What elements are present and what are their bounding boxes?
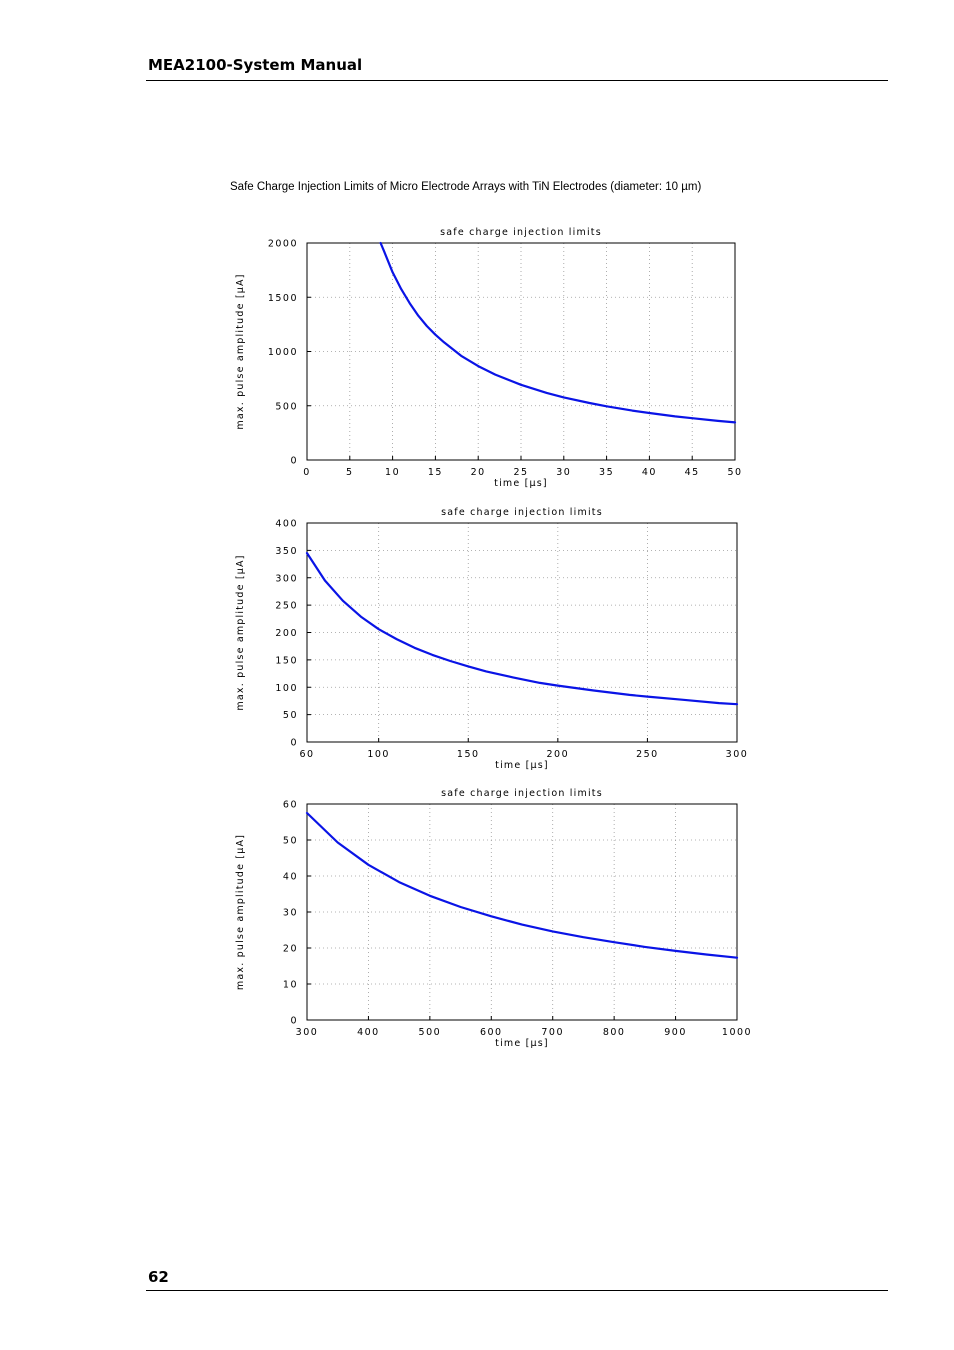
x-tick-label: 40	[642, 467, 657, 478]
x-tick-label: 0	[303, 467, 311, 478]
series-line-1	[305, 551, 739, 706]
y-tick-label: 0	[290, 456, 298, 467]
y-tick-label: 50	[283, 836, 298, 847]
y-tick-label: 10	[283, 980, 298, 991]
x-tick-label: 25	[513, 467, 528, 478]
y-tick-label: 250	[275, 601, 298, 612]
x-tick-label: 45	[685, 467, 700, 478]
y-tick-label: 150	[275, 655, 298, 666]
y-tick-label: 500	[275, 401, 298, 412]
y-tick-label: 100	[275, 683, 298, 694]
x-axis-label: time [µs]	[494, 478, 548, 489]
x-axis-label: time [µs]	[495, 760, 549, 771]
x-tick-label: 100	[367, 749, 390, 760]
y-tick-label: 50	[283, 710, 298, 721]
x-tick-label: 300	[726, 749, 749, 760]
x-tick-label: 5	[346, 467, 354, 478]
series-line-1	[305, 811, 739, 959]
chart-title: safe charge injection limits	[441, 507, 603, 518]
y-tick-label: 0	[290, 738, 298, 749]
x-tick-label: 10	[385, 467, 400, 478]
y-tick-label: 1500	[268, 293, 298, 304]
y-tick-label: 1000	[268, 347, 298, 358]
x-tick-label: 1000	[722, 1027, 752, 1038]
footer-rule	[146, 1290, 888, 1291]
x-tick-label: 600	[480, 1027, 503, 1038]
x-tick-label: 35	[599, 467, 614, 478]
chart-3: 300 400 500 600 700 800 900 1000 0 10 20 30 40 50 60 sa…	[235, 788, 752, 1049]
y-tick-label: 350	[275, 546, 298, 557]
series-line-1	[379, 241, 737, 424]
x-tick-label: 800	[603, 1027, 626, 1038]
x-tick-label: 15	[428, 467, 443, 478]
chart-2: 60 100 150 200 250 300 0 50 100 150 200 250 300 350 40…	[235, 507, 749, 771]
x-tick-label: 250	[636, 749, 659, 760]
x-axis-label: time [µs]	[495, 1038, 549, 1049]
y-axis-label: max. pulse amplitude [µA]	[235, 834, 246, 990]
x-tick-label: 150	[457, 749, 480, 760]
x-tick-label: 700	[541, 1027, 564, 1038]
y-tick-label: 300	[275, 573, 298, 584]
y-tick-label: 20	[283, 944, 298, 955]
page-header-title: MEA2100-System Manual	[148, 56, 363, 74]
chart-title: safe charge injection limits	[440, 227, 602, 238]
y-tick-label: 30	[283, 908, 298, 919]
chart-1: 0 5 10 15 20 25 30 35 40 45 500500100015002000safe…	[235, 227, 742, 489]
x-tick-label: 400	[357, 1027, 380, 1038]
x-tick-label: 60	[299, 749, 314, 760]
y-tick-label: 400	[275, 519, 298, 530]
x-tick-label: 300	[296, 1027, 319, 1038]
figure-caption: Safe Charge Injection Limits of Micro El…	[230, 181, 702, 193]
chart-title: safe charge injection limits	[441, 788, 603, 799]
x-tick-label: 20	[471, 467, 486, 478]
x-tick-label: 30	[556, 467, 571, 478]
y-tick-label: 200	[275, 628, 298, 639]
page-number: 62	[148, 1268, 169, 1286]
x-tick-label: 50	[727, 467, 742, 478]
x-tick-label: 900	[664, 1027, 687, 1038]
x-tick-label: 500	[419, 1027, 442, 1038]
x-tick-label: 200	[547, 749, 570, 760]
y-tick-label: 2000	[268, 239, 298, 250]
header-rule	[146, 80, 888, 81]
y-tick-label: 0	[290, 1016, 298, 1027]
y-axis-label: max. pulse amplitude [µA]	[235, 554, 246, 710]
y-tick-label: 40	[283, 872, 298, 883]
y-axis-label: max. pulse amplitude [µA]	[235, 273, 246, 429]
y-tick-label: 60	[283, 800, 298, 811]
